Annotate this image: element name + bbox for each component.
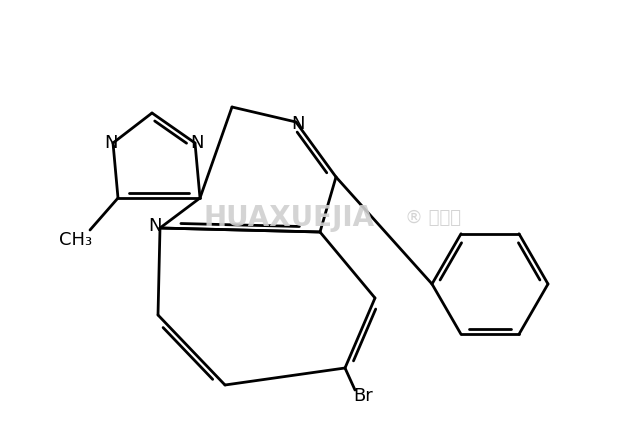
Text: HUAXUEJIA: HUAXUEJIA — [203, 204, 375, 232]
Text: ® 化学加: ® 化学加 — [405, 209, 461, 227]
Text: CH₃: CH₃ — [59, 231, 93, 249]
Text: N: N — [291, 115, 305, 133]
Text: Br: Br — [353, 387, 373, 405]
Text: N: N — [190, 134, 204, 152]
Text: N: N — [148, 217, 162, 235]
Text: N: N — [104, 134, 118, 152]
